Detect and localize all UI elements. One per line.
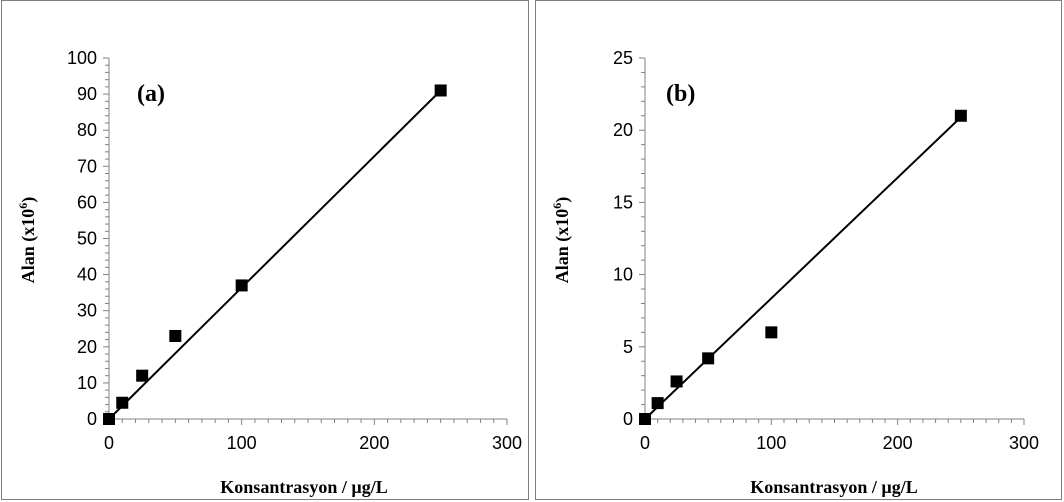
y-tick-label: 0 — [623, 409, 633, 429]
x-axis-title-b: Konsantrasyon / µg/L — [750, 477, 917, 497]
panel-label-b: (b) — [666, 81, 695, 107]
y-tick-label: 25 — [613, 48, 633, 68]
y-tick-label: 10 — [613, 265, 633, 285]
y-tick-label: 5 — [623, 337, 633, 357]
y-tick-label: 0 — [87, 409, 97, 429]
y-axis-title-a: Alan (x106) — [16, 197, 39, 284]
chart-panel-b: (b) Konsantrasyon / µg/L Alan (x106) 0 5 1… — [535, 0, 1062, 500]
y-tick-label: 20 — [613, 120, 633, 140]
y-tick-label: 70 — [77, 156, 97, 176]
data-point — [434, 84, 447, 97]
chart-svg-a: (a) Konsantrasyon / µg/L Alan (x106) 0 10… — [16, 48, 522, 497]
data-point — [136, 369, 149, 382]
data-point — [954, 109, 967, 122]
y-tick-label: 100 — [67, 48, 97, 68]
data-point — [765, 326, 778, 339]
data-point — [702, 352, 715, 365]
x-tick-label: 300 — [1009, 433, 1039, 453]
data-point — [169, 329, 182, 342]
y-tick-label: 60 — [77, 192, 97, 212]
x-tick-label: 200 — [359, 433, 389, 453]
x-tick-label: 300 — [492, 433, 522, 453]
x-tick-label: 100 — [227, 433, 257, 453]
x-tick-label: 0 — [104, 433, 114, 453]
x-axis-title-a: Konsantrasyon / µg/L — [220, 477, 387, 497]
data-point — [116, 396, 129, 409]
x-tick-label: 0 — [640, 433, 650, 453]
y-tick-label: 80 — [77, 120, 97, 140]
y-tick-label: 10 — [77, 373, 97, 393]
y-tick-label: 15 — [613, 192, 633, 212]
data-point — [670, 375, 683, 388]
y-tick-label: 90 — [77, 84, 97, 104]
chart-svg-b: (b) Konsantrasyon / µg/L Alan (x106) 0 5 1… — [550, 48, 1039, 497]
y-tick-label: 40 — [77, 265, 97, 285]
y-axis-title-b: Alan (x106) — [550, 197, 573, 284]
chart-panel-a: (a) Konsantrasyon / µg/L Alan (x106) 0 10… — [1, 0, 529, 500]
trendline-b — [644, 116, 962, 420]
y-tick-label: 30 — [77, 301, 97, 321]
trendline-a — [108, 89, 442, 420]
data-point — [235, 279, 248, 292]
panel-label-a: (a) — [137, 81, 165, 107]
y-tick-label: 20 — [77, 337, 97, 357]
data-point — [639, 413, 651, 425]
data-point — [103, 413, 115, 425]
y-tick-label: 50 — [77, 229, 97, 249]
x-tick-label: 100 — [756, 433, 786, 453]
data-point — [651, 397, 664, 410]
x-tick-label: 200 — [883, 433, 913, 453]
